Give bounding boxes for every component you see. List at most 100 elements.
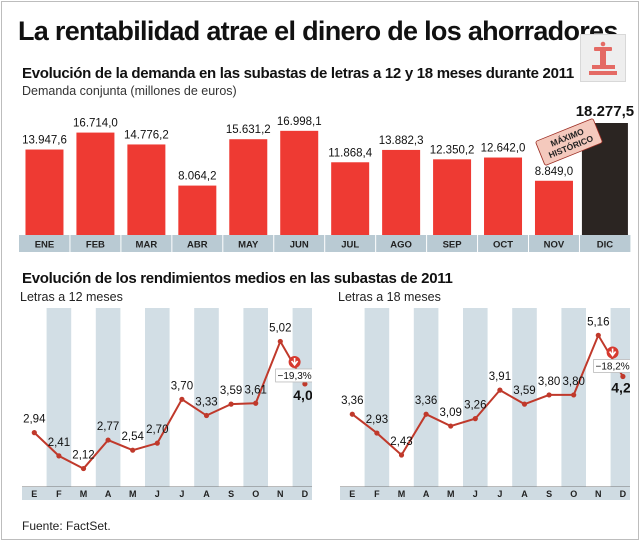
data-point: [130, 447, 136, 453]
bar-ago: [382, 149, 421, 235]
bar-sep: [433, 159, 472, 235]
month-tick-label: M: [447, 489, 455, 499]
data-point: [546, 392, 552, 398]
bar-feb: [76, 132, 115, 235]
yield-line: [351, 333, 624, 457]
month-tick-label: O: [252, 489, 259, 499]
bar-abr: [178, 185, 217, 235]
bar-value-label: 8.849,0: [535, 166, 573, 178]
bar-value-label: 16.998,1: [277, 116, 322, 128]
bar-value-label: 12.350,2: [430, 144, 475, 156]
category-tick-label: ENE: [35, 240, 55, 251]
month-tick-label: D: [302, 489, 309, 499]
month-tick-label: M: [129, 489, 137, 499]
bar-ene: [25, 149, 64, 235]
bar-mar: [127, 144, 166, 235]
month-axis: [22, 487, 312, 500]
category-tick-label: SEP: [443, 240, 463, 251]
category-tick-label: MAY: [238, 240, 259, 251]
down-arrow-glyph: [608, 348, 617, 357]
bar-chart-title: Evolución de la demanda en las subastas …: [22, 65, 574, 82]
data-point: [105, 437, 111, 443]
data-value-label: 3,33: [195, 397, 217, 409]
month-tick-label: J: [179, 489, 184, 499]
data-point: [349, 411, 355, 417]
data-value-label: 2,94: [23, 414, 46, 426]
month-tick-label: J: [473, 489, 478, 499]
bar-chart-ylabel: Demanda conjunta (millones de euros): [22, 84, 237, 98]
month-tick-label: J: [497, 489, 502, 499]
data-point: [423, 411, 429, 417]
category-tick-label: JUN: [290, 240, 309, 251]
data-value-label: 3,61: [245, 384, 267, 396]
bar-value-label: 8.064,2: [178, 171, 216, 183]
month-stripe: [95, 308, 121, 487]
data-value-label: 2,93: [366, 414, 388, 426]
category-tick-label: DIC: [597, 240, 614, 251]
bar-value-label: 18.277,5: [576, 103, 634, 120]
data-point: [277, 338, 283, 345]
data-point: [179, 396, 185, 402]
series-label: Letras a 18 meses: [338, 290, 441, 304]
bar-oct: [484, 157, 523, 235]
source-note: Fuente: FactSet.: [22, 519, 111, 533]
month-tick-label: M: [80, 489, 88, 499]
month-stripe: [194, 308, 219, 487]
data-value-label: 3,80: [563, 376, 585, 388]
data-point: [571, 392, 577, 398]
page-title: La rentabilidad atrae el dinero de los a…: [18, 16, 618, 46]
data-point: [56, 453, 62, 459]
month-stripe: [292, 308, 312, 487]
category-tick-label: OCT: [493, 240, 513, 251]
data-value-label: 4,05: [293, 387, 312, 403]
data-point: [154, 440, 160, 446]
bar-value-label: 13.882,3: [379, 135, 424, 147]
month-tick-label: A: [423, 489, 430, 499]
data-value-label: 3,80: [538, 376, 560, 388]
data-point: [448, 423, 454, 429]
category-tick-label: AGO: [390, 240, 412, 251]
bar-jun: [280, 130, 319, 235]
data-value-label: 2,41: [48, 437, 70, 449]
data-point: [253, 400, 259, 406]
month-tick-label: A: [105, 489, 112, 499]
data-value-label: 2,12: [72, 450, 94, 462]
data-point: [472, 416, 478, 422]
month-stripe: [512, 308, 537, 487]
bar-may: [229, 139, 268, 235]
data-point: [31, 430, 37, 436]
change-label-box: [593, 359, 630, 373]
category-tick-label: FEB: [86, 240, 105, 251]
bar-value-label: 13.947,6: [22, 135, 67, 147]
month-tick-label: M: [398, 489, 406, 499]
bar-jul: [331, 162, 370, 235]
yield-18m-line-chart: Letras a 18 meses3,362,932,433,363,093,2…: [338, 290, 630, 500]
data-point: [302, 381, 308, 387]
month-tick-label: S: [546, 489, 552, 499]
monthly-demand-bar-chart: 13.947,6 ENE 16.714,0 FEB 14.776,2 MAR 8.064,2…: [19, 103, 634, 252]
data-value-label: 3,59: [513, 385, 535, 397]
month-tick-label: A: [203, 489, 210, 499]
bar-value-label: 16.714,0: [73, 118, 118, 130]
category-tick-label: MAR: [136, 240, 158, 251]
month-tick-label: E: [31, 489, 37, 499]
month-tick-label: F: [374, 489, 380, 499]
data-value-label: 5,02: [269, 322, 291, 334]
data-point: [374, 430, 380, 436]
bar-value-label: 11.868,4: [328, 147, 373, 159]
month-stripe: [463, 308, 488, 487]
month-tick-label: O: [570, 489, 577, 499]
month-tick-label: N: [277, 489, 284, 499]
change-label: −18,2%: [595, 362, 629, 373]
month-axis: [340, 487, 630, 500]
series-label: Letras a 12 meses: [20, 290, 123, 304]
data-point: [228, 401, 234, 407]
category-tick-label: NOV: [544, 240, 565, 251]
data-value-label: 2,77: [97, 421, 119, 433]
record-badge-box: [535, 118, 603, 166]
data-point: [398, 452, 405, 458]
change-label-box: [275, 368, 312, 383]
data-point: [497, 387, 503, 393]
month-tick-label: N: [595, 489, 602, 499]
